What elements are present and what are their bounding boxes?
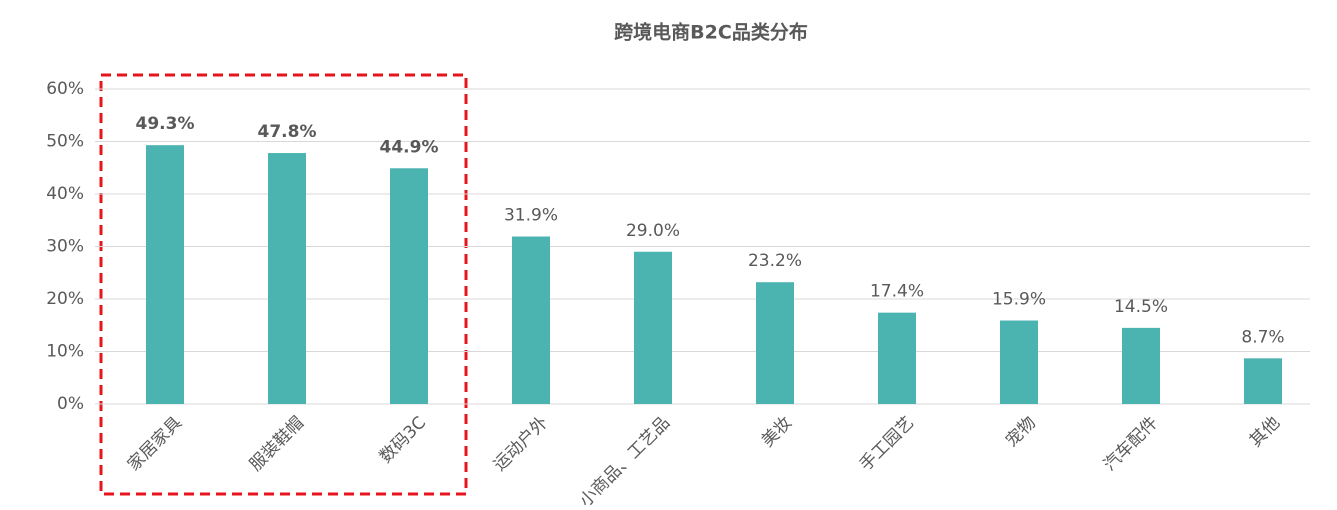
value-label: 47.8%: [258, 122, 317, 142]
y-tick-label: 40%: [46, 184, 84, 204]
x-tick-label: 运动户外: [490, 413, 552, 475]
bar: [1000, 320, 1038, 404]
x-tick-label: 服装鞋帽: [246, 413, 308, 475]
x-tick-label: 其他: [1246, 413, 1284, 451]
value-label: 44.9%: [380, 137, 439, 157]
y-tick-label: 20%: [46, 289, 84, 309]
value-label: 23.2%: [748, 251, 802, 271]
x-tick-label: 宠物: [1002, 413, 1040, 451]
bar: [146, 145, 184, 405]
y-tick-label: 60%: [46, 79, 84, 99]
x-tick-label: 数码3C: [376, 413, 430, 467]
bar: [1244, 358, 1282, 404]
y-tick-label: 10%: [46, 342, 84, 362]
value-label: 29.0%: [626, 221, 680, 241]
chart-title: 跨境电商B2C品类分布: [614, 21, 808, 44]
value-label: 17.4%: [870, 282, 924, 302]
value-label: 49.3%: [136, 114, 195, 134]
x-tick-label: 手工园艺: [856, 413, 918, 475]
bar: [1122, 327, 1160, 404]
value-label: 31.9%: [504, 206, 558, 226]
y-tick-label: 0%: [57, 394, 84, 414]
bar: [878, 312, 916, 404]
y-tick-label: 50%: [46, 132, 84, 152]
highlight-box: [99, 73, 468, 496]
y-tick-label: 30%: [46, 237, 84, 257]
bar: [390, 168, 428, 404]
bar: [512, 236, 550, 404]
bar: [634, 251, 672, 404]
value-label: 14.5%: [1114, 297, 1168, 317]
x-tick-label: 家居家具: [124, 413, 186, 475]
x-tick-label: 小商品、工艺品: [576, 413, 674, 510]
value-label: 15.9%: [992, 290, 1046, 310]
x-tick-label: 汽车配件: [1100, 413, 1162, 475]
bar: [756, 282, 794, 404]
x-tick-label: 美妆: [758, 413, 796, 451]
value-label: 8.7%: [1241, 327, 1284, 347]
bar: [268, 153, 306, 404]
